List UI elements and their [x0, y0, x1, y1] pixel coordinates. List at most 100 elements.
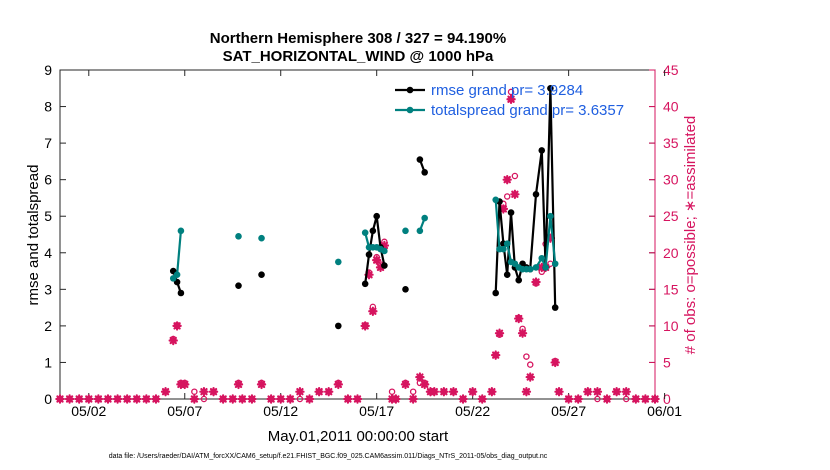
obs-assimilated-marker [487, 386, 497, 397]
obs-assimilated-marker [545, 233, 556, 243]
spread-point [335, 258, 342, 266]
rmse-point [258, 271, 265, 279]
obs-assimilated-marker [233, 379, 244, 390]
obs-assimilated-marker [55, 394, 65, 404]
obs-assimilated-marker [391, 394, 401, 404]
obs-assimilated-marker [360, 321, 370, 331]
rmse-point [177, 289, 185, 297]
obs-assimilated-marker [314, 386, 324, 397]
x-tick-label: 05/17 [359, 403, 394, 419]
obs-assimilated-marker [103, 394, 113, 404]
y-tick-label: 6 [44, 172, 52, 188]
obs-assimilated-marker [160, 386, 171, 397]
obs-possible-marker [191, 388, 198, 395]
obs-assimilated-marker [498, 204, 509, 214]
obs-assimilated-marker [237, 394, 248, 404]
spread-point [381, 247, 388, 255]
obs-assimilated-marker [247, 394, 257, 404]
rmse-point [369, 227, 377, 235]
obs-assimilated-marker [602, 394, 612, 404]
obs-assimilated-marker [400, 379, 411, 390]
obs-assimilated-marker [563, 394, 574, 404]
obs-assimilated-marker [531, 277, 541, 287]
y-right-tick-label: 15 [663, 281, 679, 297]
obs-assimilated-marker [458, 394, 468, 404]
y-tick-label: 9 [44, 62, 52, 78]
obs-assimilated-marker [448, 386, 459, 397]
obs-possible-marker [526, 361, 534, 368]
spread-point [173, 271, 181, 279]
obs-assimilated-marker [151, 394, 161, 404]
obs-assimilated-marker [554, 386, 564, 397]
obs-possible-marker [388, 388, 396, 395]
obs-assimilated-marker [132, 394, 142, 404]
obs-possible-marker [296, 395, 304, 403]
obs-possible-marker [507, 88, 515, 96]
obs-assimilated-marker [592, 386, 603, 397]
obs-assimilated-marker [439, 386, 449, 397]
obs-assimilated-marker [573, 394, 583, 404]
obs-assimilated-marker [640, 394, 651, 404]
rmse-point [373, 212, 380, 220]
obs-assimilated-marker [168, 335, 178, 346]
y-right-tick-label: 35 [663, 135, 679, 151]
y-right-tick-label: 30 [663, 172, 679, 188]
spread-point [492, 196, 499, 204]
x-tick-label: 05/22 [455, 403, 490, 419]
rmse-point [547, 84, 554, 92]
y-right-tick-label: 10 [663, 318, 679, 334]
obs-assimilated-marker [514, 313, 524, 324]
obs-assimilated-marker [266, 394, 276, 404]
obs-possible-marker [622, 395, 630, 403]
spread-point [361, 229, 369, 236]
y-right-tick-label: 5 [663, 354, 671, 370]
y-tick-label: 5 [44, 208, 52, 224]
obs-assimilated-marker [208, 386, 219, 397]
y-right-tick-label: 0 [663, 391, 671, 407]
x-tick-label: 05/02 [71, 403, 106, 419]
obs-assimilated-marker [494, 328, 505, 338]
obs-possible-marker [594, 395, 601, 403]
rmse-point [532, 190, 540, 198]
spread-point [177, 227, 185, 235]
chart-title-line1: Northern Hemisphere 308 / 327 = 94.190% [210, 30, 506, 47]
obs-assimilated-marker [502, 174, 512, 185]
y-tick-label: 3 [44, 281, 52, 297]
obs-assimilated-marker [364, 270, 374, 280]
y-right-tick-label: 20 [663, 245, 679, 261]
rmse-point [235, 282, 242, 289]
y-axis-label-left: rmse and totalspread [25, 165, 42, 306]
obs-possible-marker [503, 193, 511, 200]
obs-assimilated-marker [180, 379, 190, 390]
obs-assimilated-marker [333, 379, 344, 390]
obs-possible-marker [523, 353, 530, 360]
spread-point [235, 233, 242, 240]
obs-assimilated-marker [64, 394, 75, 404]
rmse-point [361, 280, 369, 288]
chart-title-line2: SAT_HORIZONTAL_WIND @ 1000 hPa [223, 48, 494, 65]
rmse-point [421, 169, 428, 176]
y-tick-label: 7 [44, 135, 52, 151]
spread-point [503, 240, 511, 247]
spread-point [551, 260, 559, 268]
rmse-point [416, 156, 424, 163]
rmse-point [335, 322, 342, 330]
obs-possible-marker [200, 395, 208, 403]
obs-assimilated-marker [256, 379, 267, 390]
spread-point [416, 227, 424, 235]
spread-point [500, 245, 507, 253]
obs-assimilated-marker [285, 394, 296, 404]
y-tick-label: 4 [44, 245, 52, 261]
obs-assimilated-marker [375, 262, 386, 273]
spread-point [538, 254, 546, 262]
obs-assimilated-marker [74, 394, 84, 404]
spread-point [542, 264, 549, 271]
rmse-point [538, 147, 546, 154]
data-file-footnote: data file: /Users/raeder/DAI/ATM_forcXX/… [109, 453, 548, 460]
x-axis-label: May.01,2011 00:00:00 start [268, 428, 449, 445]
spread-point [402, 227, 409, 235]
obs-assimilated-marker [419, 379, 430, 390]
obs-assimilated-marker [631, 394, 641, 404]
obs-assimilated-marker [583, 386, 593, 397]
